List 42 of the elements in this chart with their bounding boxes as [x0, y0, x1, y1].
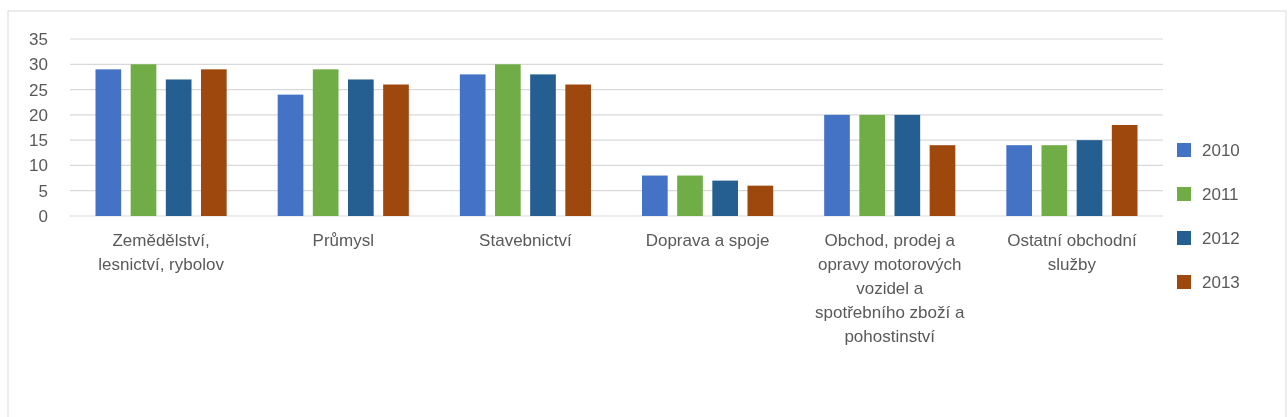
- x-tick-label: Obchod, prodej a opravy motorových vozidel a spotřebního zboží a pohostinství: [815, 231, 965, 346]
- x-tick-label: Zemědělství, lesnictví, rybolov: [98, 231, 225, 274]
- bar: [1041, 145, 1068, 216]
- bar: [712, 180, 738, 216]
- bar: [495, 64, 521, 216]
- bar: [929, 145, 956, 216]
- bar: [130, 64, 157, 216]
- bar: [565, 84, 591, 216]
- legend-label: 2011: [1202, 184, 1239, 204]
- y-tick-label: 25: [29, 80, 48, 100]
- x-tick-label: Stavebnictví: [479, 231, 572, 250]
- y-tick-label: 30: [29, 55, 48, 75]
- x-tick-label: Průmysl: [312, 231, 374, 250]
- bar: [824, 114, 850, 216]
- bar: [859, 114, 885, 216]
- bar: [1111, 124, 1138, 216]
- y-tick-label: 35: [29, 29, 48, 49]
- y-tick-label: 0: [38, 206, 48, 226]
- bar: [747, 185, 774, 216]
- legend-label: 2010: [1202, 140, 1240, 160]
- bar: [1076, 140, 1103, 216]
- bar: [277, 94, 304, 216]
- bar: [530, 74, 556, 216]
- bar: [348, 79, 374, 216]
- bar: [165, 79, 192, 216]
- bar: [383, 84, 409, 216]
- bar: [1006, 145, 1033, 216]
- legend-label: 2012: [1202, 228, 1240, 248]
- bar: [459, 74, 486, 216]
- bar: [200, 69, 227, 216]
- x-tick-label: Ostatní obchodní služby: [1007, 231, 1137, 274]
- bar: [312, 69, 339, 216]
- y-tick-label: 5: [38, 181, 48, 201]
- legend-label: 2013: [1202, 272, 1240, 292]
- bar: [95, 69, 122, 216]
- bar: [642, 175, 668, 216]
- y-tick-label: 10: [29, 156, 48, 176]
- x-tick-label: Doprava a spoje: [645, 231, 770, 250]
- y-tick-label: 15: [29, 131, 48, 151]
- bar: [894, 114, 921, 216]
- y-tick-label: 20: [29, 105, 48, 125]
- bar: [677, 175, 703, 216]
